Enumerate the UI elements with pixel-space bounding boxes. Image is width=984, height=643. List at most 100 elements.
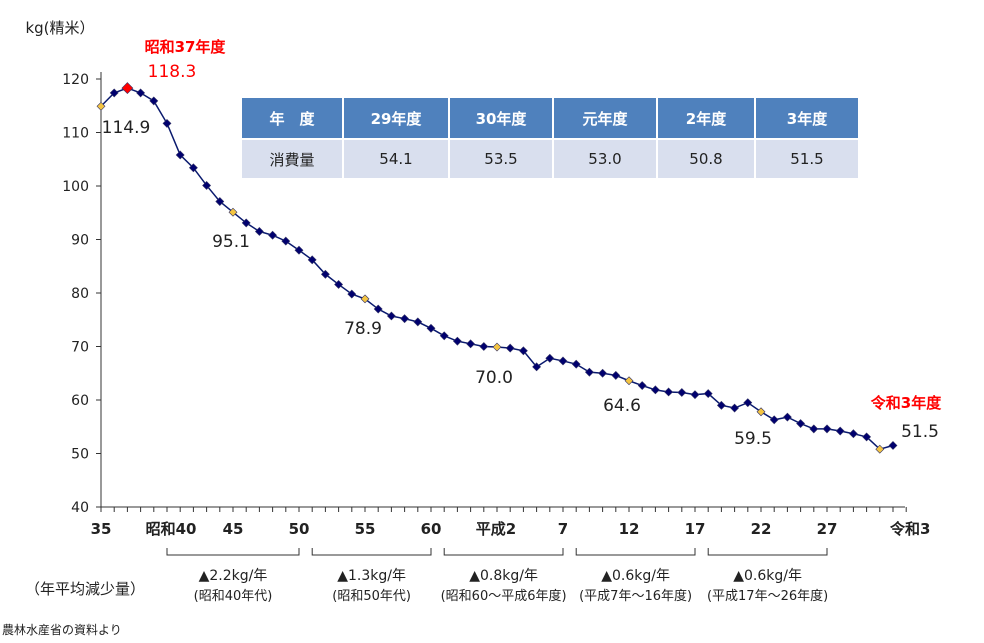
data-point (202, 181, 212, 190)
data-point (835, 426, 845, 436)
data-point (743, 398, 753, 408)
y-tick-label: 40 (71, 500, 89, 516)
milestone-data-point (875, 444, 885, 454)
data-point (479, 342, 489, 351)
data-point (136, 88, 146, 98)
x-tick-label: 22 (751, 520, 772, 538)
x-tick-label: 17 (685, 520, 706, 538)
data-point (413, 317, 423, 327)
data-point (677, 388, 687, 397)
decline-period: (平成17年～26年度) (707, 588, 828, 604)
data-point (241, 218, 251, 228)
data-point (162, 118, 172, 128)
data-point (571, 359, 581, 369)
y-tick-label: 70 (71, 340, 89, 356)
data-point (611, 370, 621, 380)
consumption-table: 年 度 29年度 30年度 元年度 2年度 3年度 消費量 54.1 53.5 … (240, 98, 860, 178)
data-point (703, 389, 713, 399)
x-tick-label: 50 (289, 520, 310, 538)
table-cell: 53.0 (554, 138, 656, 178)
decline-amount: ▲0.6kg/年 (733, 568, 802, 584)
data-point (334, 280, 344, 289)
data-point (730, 403, 740, 413)
data-point (822, 424, 832, 434)
decline-period: (平成7年～16年度) (579, 588, 692, 604)
data-point (281, 236, 291, 246)
source-note: 農林水産省の資料より (2, 622, 122, 637)
data-point (782, 412, 792, 422)
milestone-data-point (228, 207, 238, 217)
data-point (268, 230, 278, 240)
data-point (848, 429, 858, 439)
x-tick-label: 60 (421, 520, 442, 538)
milestone-data-point (360, 294, 370, 304)
data-point (294, 245, 304, 255)
data-point (584, 367, 594, 377)
data-point (664, 387, 674, 397)
x-tick-label: 27 (817, 520, 838, 538)
period-bracket (575, 548, 696, 556)
x-tick-label: 平成2 (476, 520, 516, 538)
y-tick-label: 80 (71, 286, 89, 302)
data-point (215, 197, 225, 206)
data-point (716, 400, 726, 410)
data-point (796, 419, 806, 428)
x-tick-label: 12 (619, 520, 640, 538)
data-point (505, 343, 515, 353)
y-tick-label: 100 (62, 179, 89, 195)
data-label: 64.6 (603, 396, 641, 416)
table-header-cell: 29年度 (344, 98, 448, 138)
data-point (532, 362, 542, 372)
data-point (637, 381, 647, 390)
data-point (254, 227, 264, 236)
table-header-row: 年 度 29年度 30年度 元年度 2年度 3年度 (242, 98, 858, 138)
data-point (188, 163, 198, 173)
decline-title: （年平均減少量） (25, 580, 145, 598)
decline-period: (昭和60～平成6年度) (441, 588, 567, 604)
x-tick-label: 令和3 (890, 520, 930, 538)
data-label: 95.1 (212, 232, 250, 252)
data-label: 78.9 (344, 319, 382, 339)
latest-value-annotation: 51.5 (901, 422, 939, 442)
peak-data-point (121, 82, 134, 95)
y-tick-label: 60 (71, 393, 89, 409)
data-point (373, 304, 383, 314)
table-header-cell: 2年度 (658, 98, 754, 138)
table-header-cell: 3年度 (756, 98, 858, 138)
y-tick-label: 120 (62, 72, 89, 88)
period-bracket (443, 548, 564, 556)
latest-year-annotation: 令和3年度 (871, 394, 942, 412)
decline-amount: ▲1.3kg/年 (337, 568, 406, 584)
table-cell: 消費量 (242, 138, 342, 178)
milestone-data-point (96, 101, 106, 111)
period-bracket (707, 548, 828, 556)
data-point (149, 96, 159, 106)
decline-amount: ▲0.6kg/年 (601, 568, 670, 584)
data-point (650, 385, 660, 395)
data-point (545, 353, 555, 363)
decline-period: (昭和40年代) (194, 589, 273, 604)
data-label: 59.5 (734, 429, 772, 449)
data-label: 114.9 (102, 118, 151, 138)
data-point (598, 368, 608, 378)
y-tick-label: 90 (71, 233, 89, 249)
peak-year-annotation: 昭和37年度 (145, 38, 227, 56)
table-header-cell: 30年度 (450, 98, 552, 138)
data-label: 70.0 (475, 368, 513, 388)
data-point (109, 88, 119, 98)
x-tick-label: 55 (355, 520, 376, 538)
data-point (769, 415, 779, 425)
table-header-cell: 元年度 (554, 98, 656, 138)
data-point (690, 390, 700, 400)
table-cell: 53.5 (450, 138, 552, 178)
decline-period: (昭和50年代) (332, 589, 411, 604)
milestone-data-point (624, 376, 634, 386)
x-tick-label: 7 (558, 520, 568, 538)
data-point (439, 331, 449, 341)
y-tick-label: 110 (62, 126, 89, 142)
data-point (452, 336, 462, 346)
table-cell: 54.1 (344, 138, 448, 178)
data-point (320, 269, 330, 279)
y-axis-label: kg(精米） (25, 19, 94, 37)
